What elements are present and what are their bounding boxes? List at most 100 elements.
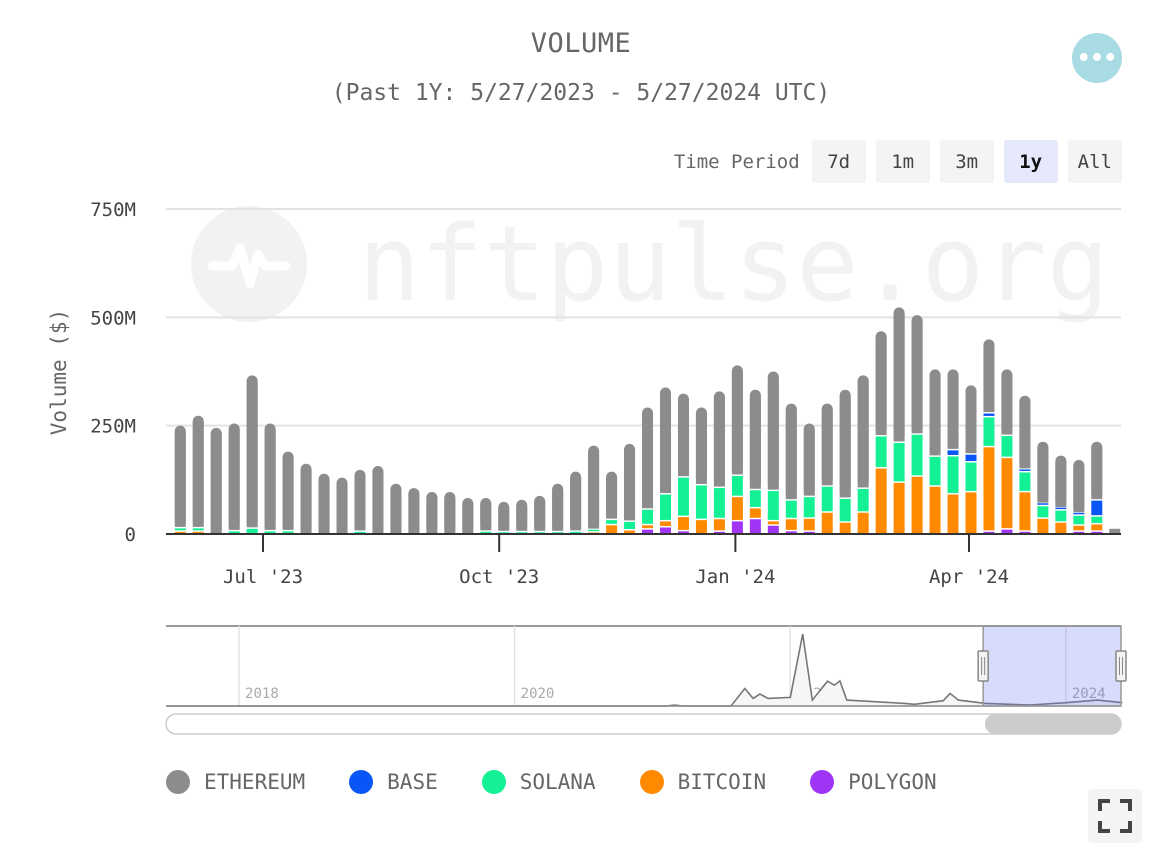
- bar-segment-solana[interactable]: [1037, 506, 1049, 518]
- bar-stack[interactable]: [588, 445, 600, 534]
- bar-segment-polygon[interactable]: [1091, 531, 1103, 534]
- bar-segment-bitcoin[interactable]: [695, 520, 707, 534]
- bar-segment-solana[interactable]: [893, 443, 905, 482]
- bar-segment-solana[interactable]: [731, 475, 743, 496]
- bar-segment-polygon[interactable]: [803, 531, 815, 534]
- bar-segment-bitcoin[interactable]: [893, 482, 905, 534]
- navigator-right-handle[interactable]: [1115, 650, 1127, 682]
- bar-segment-solana[interactable]: [228, 531, 240, 534]
- bar-stack[interactable]: [1001, 369, 1013, 534]
- bar-segment-bitcoin[interactable]: [911, 476, 923, 534]
- navigator[interactable]: 2018202020222024: [165, 625, 1127, 735]
- bar-segment-solana[interactable]: [588, 529, 600, 532]
- bar-segment-solana[interactable]: [1091, 516, 1103, 523]
- bar-segment-bitcoin[interactable]: [1001, 458, 1013, 529]
- bar-stack[interactable]: [462, 498, 474, 534]
- bar-stack[interactable]: [875, 331, 887, 534]
- bar-segment-solana[interactable]: [821, 486, 833, 512]
- period-1m-button[interactable]: 1m: [875, 140, 930, 183]
- bar-stack[interactable]: [444, 491, 456, 534]
- bar-stack[interactable]: [624, 443, 636, 534]
- bar-stack[interactable]: [983, 339, 995, 534]
- bar-segment-solana[interactable]: [282, 531, 294, 534]
- bar-stack[interactable]: [408, 488, 420, 534]
- bar-stack[interactable]: [857, 375, 869, 534]
- bar-stack[interactable]: [1037, 441, 1049, 534]
- bar-stack[interactable]: [570, 471, 582, 534]
- bar-segment-solana[interactable]: [1001, 436, 1013, 457]
- legend-item-base[interactable]: BASE: [349, 770, 438, 794]
- bar-segment-bitcoin[interactable]: [713, 519, 725, 531]
- bar-stack[interactable]: [767, 371, 779, 535]
- bar-segment-bitcoin[interactable]: [731, 497, 743, 520]
- bar-segment-solana[interactable]: [749, 490, 761, 507]
- navigator-scrollbar-thumb[interactable]: [985, 714, 1121, 734]
- bar-segment-solana[interactable]: [911, 434, 923, 476]
- bar-stack[interactable]: [731, 365, 743, 534]
- bar-segment-bitcoin[interactable]: [857, 512, 869, 534]
- bar-stack[interactable]: [821, 403, 833, 534]
- bar-segment-bitcoin[interactable]: [875, 468, 887, 534]
- bar-stack[interactable]: [947, 369, 959, 534]
- bar-segment-base[interactable]: [1055, 507, 1067, 510]
- legend-item-ethereum[interactable]: ETHEREUM: [166, 770, 305, 794]
- chart-menu-button[interactable]: •••: [1072, 33, 1122, 83]
- bar-stack[interactable]: [426, 491, 438, 534]
- bar-segment-bitcoin[interactable]: [821, 512, 833, 534]
- bar-segment-bitcoin[interactable]: [1073, 525, 1085, 531]
- bar-segment-solana[interactable]: [785, 500, 797, 518]
- bar-segment-bitcoin[interactable]: [624, 530, 636, 534]
- bar-segment-bitcoin[interactable]: [947, 494, 959, 534]
- bar-segment-solana[interactable]: [965, 462, 977, 491]
- bar-segment-base[interactable]: [1091, 500, 1103, 516]
- bar-segment-polygon[interactable]: [659, 527, 671, 535]
- period-3m-button[interactable]: 3m: [939, 140, 994, 183]
- bar-segment-bitcoin[interactable]: [1091, 524, 1103, 531]
- bar-stack[interactable]: [534, 495, 546, 534]
- bar-stack[interactable]: [659, 387, 671, 535]
- bar-segment-solana[interactable]: [1073, 515, 1085, 525]
- bar-stack[interactable]: [677, 393, 689, 534]
- bar-segment-solana[interactable]: [642, 509, 654, 524]
- bar-stack[interactable]: [282, 451, 294, 534]
- bar-segment-polygon[interactable]: [642, 529, 654, 534]
- bar-stack[interactable]: [785, 403, 797, 534]
- bar-segment-solana[interactable]: [983, 417, 995, 446]
- bar-segment-polygon[interactable]: [1073, 531, 1085, 534]
- bar-stack[interactable]: [264, 423, 276, 535]
- bar-stack[interactable]: [354, 469, 366, 534]
- bar-stack[interactable]: [480, 498, 492, 534]
- bar-segment-solana[interactable]: [192, 528, 204, 531]
- bar-stack[interactable]: [192, 415, 204, 534]
- bar-segment-polygon[interactable]: [749, 519, 761, 534]
- bar-segment-polygon[interactable]: [983, 531, 995, 534]
- bar-stack[interactable]: [390, 483, 402, 534]
- bar-stack[interactable]: [839, 389, 851, 534]
- fullscreen-button[interactable]: [1088, 789, 1142, 843]
- bar-segment-bitcoin[interactable]: [803, 518, 815, 531]
- bar-stack[interactable]: [965, 385, 977, 534]
- bar-segment-solana[interactable]: [480, 531, 492, 534]
- bar-stack[interactable]: [372, 465, 384, 534]
- bar-segment-base[interactable]: [965, 454, 977, 461]
- bar-segment-polygon[interactable]: [767, 525, 779, 534]
- bar-segment-bitcoin[interactable]: [677, 517, 689, 530]
- navigator-left-handle[interactable]: [977, 650, 989, 682]
- navigator-selection[interactable]: [982, 625, 1122, 707]
- bar-segment-solana[interactable]: [857, 488, 869, 512]
- bar-stack[interactable]: [300, 463, 312, 534]
- bar-segment-solana[interactable]: [947, 456, 959, 494]
- bar-segment-base[interactable]: [1037, 503, 1049, 505]
- bar-segment-bitcoin[interactable]: [929, 486, 941, 534]
- bar-segment-bitcoin[interactable]: [749, 508, 761, 518]
- period-all-button[interactable]: All: [1067, 140, 1122, 183]
- period-7d-button[interactable]: 7d: [811, 140, 866, 183]
- bar-stack[interactable]: [911, 315, 923, 534]
- bar-stack[interactable]: [1109, 528, 1121, 534]
- bar-stack[interactable]: [174, 425, 186, 534]
- bar-segment-solana[interactable]: [803, 497, 815, 518]
- bar-segment-solana[interactable]: [929, 456, 941, 486]
- bar-stack[interactable]: [1019, 395, 1031, 534]
- bar-stack[interactable]: [642, 407, 654, 534]
- bar-segment-solana[interactable]: [354, 531, 366, 534]
